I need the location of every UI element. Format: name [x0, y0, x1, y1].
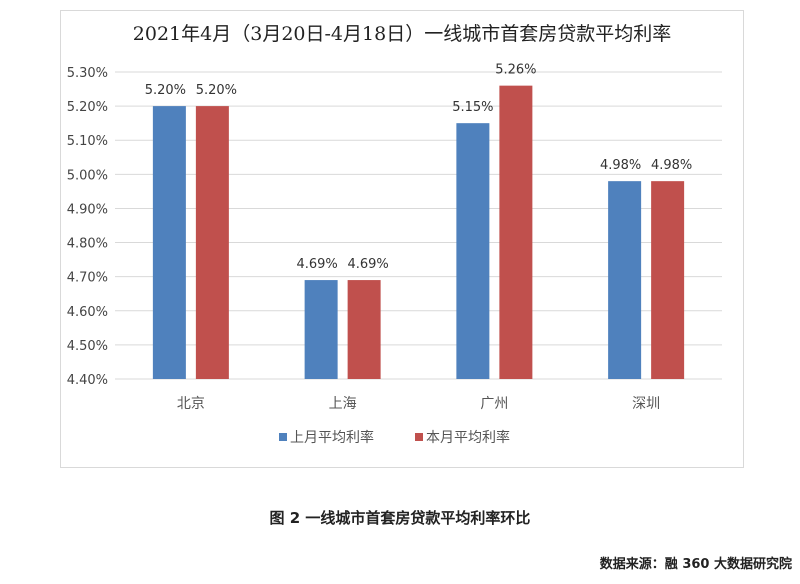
legend-label: 本月平均利率	[426, 429, 510, 446]
data-label: 5.20%	[145, 83, 186, 98]
x-tick-label: 上海	[329, 396, 357, 412]
bar-this-month	[499, 85, 533, 380]
y-tick-label: 4.60%	[67, 305, 108, 320]
legend-swatch	[279, 433, 287, 441]
bar-this-month	[347, 280, 381, 379]
y-tick-label: 4.40%	[67, 373, 108, 388]
bar-last-month	[608, 181, 642, 379]
y-tick-label: 4.90%	[67, 202, 108, 217]
data-label: 5.15%	[452, 100, 493, 115]
x-tick-label: 北京	[177, 396, 205, 412]
data-label: 4.69%	[296, 257, 337, 272]
y-tick-label: 5.20%	[67, 100, 108, 115]
y-tick-label: 5.00%	[67, 168, 108, 183]
data-source: 数据来源：融 360 大数据研究院	[599, 557, 792, 572]
legend-label: 上月平均利率	[290, 429, 374, 446]
bar-this-month	[195, 106, 229, 379]
bar-last-month	[304, 280, 338, 379]
y-tick-label: 4.50%	[67, 339, 108, 354]
bar-last-month	[152, 106, 186, 379]
data-label: 4.69%	[347, 257, 388, 272]
legend-swatch	[415, 433, 423, 441]
y-tick-label: 5.10%	[67, 134, 108, 149]
bar-last-month	[456, 123, 490, 380]
y-tick-label: 4.80%	[67, 237, 108, 252]
chart-title: 2021年4月（3月20日-4月18日）一线城市首套房贷款平均利率	[133, 23, 671, 45]
data-label: 5.26%	[495, 63, 536, 78]
chart-frame	[60, 10, 744, 468]
bar-this-month	[651, 181, 685, 379]
data-label: 4.98%	[651, 158, 692, 173]
x-tick-label: 广州	[480, 396, 508, 412]
y-tick-label: 5.30%	[67, 66, 108, 81]
data-label: 4.98%	[600, 158, 641, 173]
x-tick-label: 深圳	[632, 396, 660, 412]
y-tick-label: 4.70%	[67, 271, 108, 286]
figure-caption: 图 2 一线城市首套房贷款平均利率环比	[269, 509, 531, 527]
data-label: 5.20%	[196, 83, 237, 98]
